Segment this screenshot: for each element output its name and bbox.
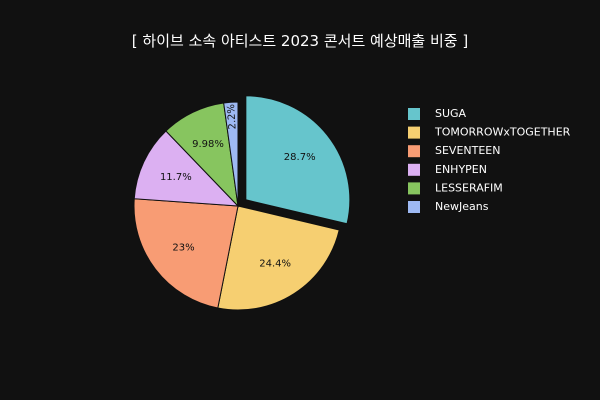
- slice-label-enhypen: 11.7%: [160, 172, 192, 183]
- legend-label-seventeen: SEVENTEEN: [435, 144, 500, 157]
- slice-label-seventeen: 23%: [172, 243, 194, 254]
- legend-item-tomorrowxtogether[interactable]: TOMORROWxTOGETHER: [408, 126, 571, 139]
- pie-slice-enhypen[interactable]: [133, 130, 240, 207]
- legend-label-suga: SUGA: [435, 107, 467, 120]
- legend-label-enhypen: ENHYPEN: [435, 163, 487, 176]
- legend-label-tomorrowxtogether: TOMORROWxTOGETHER: [434, 126, 571, 139]
- slice-label-lesserafim: 9.98%: [192, 139, 224, 150]
- pie-slice-seventeen[interactable]: [133, 198, 239, 309]
- legend-swatch-seventeen: [408, 145, 420, 158]
- pie-slices: [133, 95, 351, 311]
- legend-item-lesserafim[interactable]: LESSERAFIM: [408, 181, 503, 195]
- pie-slice-labels: 28.7% 24.4% 23% 11.7% 9.98%2.2%: [160, 104, 316, 270]
- legend-label-newjeans: NewJeans: [435, 200, 489, 213]
- legend-swatch-suga: [408, 108, 420, 120]
- legend-item-newjeans[interactable]: NewJeans: [408, 200, 489, 213]
- pie-slice-newjeans[interactable]: [223, 101, 239, 207]
- pie-slice-suga[interactable]: [245, 95, 351, 225]
- pie-slice-tomorrowxtogether[interactable]: [217, 205, 340, 311]
- legend-label-lesserafim: LESSERAFIM: [435, 181, 503, 194]
- legend-swatch-newjeans: [408, 201, 420, 213]
- slice-label-tomorrowxtogether: 24.4%: [259, 259, 291, 270]
- legend-swatch-tomorrowxtogether: [408, 126, 420, 139]
- chart-title: [ 하이브 소속 아티스트 2023 콘서트 예상매출 비중 ]: [132, 32, 468, 50]
- slice-label-newjeans: 2.2%: [226, 104, 239, 130]
- legend-item-seventeen[interactable]: SEVENTEEN: [408, 144, 500, 158]
- legend-item-enhypen[interactable]: ENHYPEN: [408, 163, 487, 176]
- legend: SUGA TOMORROWxTOGETHER SEVENTEEN ENHYPEN LES…: [408, 107, 571, 213]
- legend-item-suga[interactable]: SUGA: [408, 107, 467, 120]
- slice-label-suga: 28.7%: [284, 152, 316, 163]
- legend-swatch-lesserafim: [408, 182, 420, 195]
- legend-swatch-enhypen: [408, 163, 420, 176]
